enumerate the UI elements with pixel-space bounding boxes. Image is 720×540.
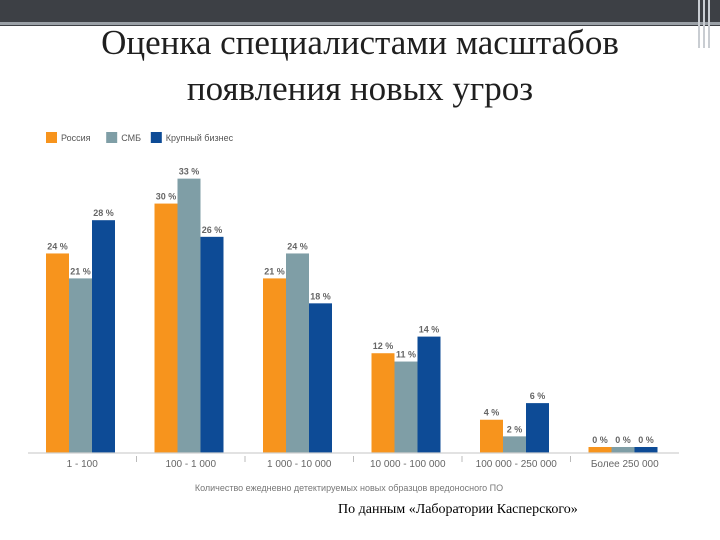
x-axis-title: Количество ежедневно детектируемых новых… <box>195 483 503 493</box>
x-tick-label: 100 000 - 250 000 <box>476 459 558 470</box>
chart-value-labels: 24 % 21 % 28 % 30 % 33 % 26 % 21 % 24 % 18 % 12 %… <box>47 167 654 445</box>
bar-СМБ-Более 250 000 <box>611 447 635 453</box>
slide-title-line-1: Оценка специалистами масштабов <box>101 23 619 62</box>
source-note: По данным «Лаборатории Касперского» <box>338 502 578 517</box>
bar-Крупный бизнес-1 000 - 10 000 <box>309 303 332 453</box>
bar-Россия-Более 250 000 <box>588 447 612 453</box>
legend-label: СМБ <box>121 133 141 143</box>
value-label: 26 % <box>202 225 223 235</box>
value-label: 30 % <box>156 192 177 202</box>
bar-СМБ-100 - 1 000 <box>177 178 201 453</box>
bar-СМБ-1 000 - 10 000 <box>286 253 309 453</box>
x-tick-label: 1 000 - 10 000 <box>267 459 332 470</box>
x-tick-label: 100 - 1 000 <box>165 459 216 470</box>
bar-Крупный бизнес-100 000 - 250 000 <box>526 403 549 453</box>
slide-top-accent <box>0 22 720 25</box>
value-label: 6 % <box>530 391 546 401</box>
slide-decor-lines <box>698 0 712 48</box>
x-axis-ticks: 1 - 100 100 - 1 000 1 000 - 10 000 10 000 -… <box>67 456 659 470</box>
value-label: 24 % <box>287 241 308 251</box>
value-label: 21 % <box>70 266 91 276</box>
value-label: 18 % <box>310 291 331 301</box>
legend-label: Россия <box>61 133 91 143</box>
bar-СМБ-10 000 - 100 000 <box>394 361 418 453</box>
value-label: 11 % <box>396 350 416 360</box>
bar-Крупный бизнес-10 000 - 100 000 <box>417 336 441 453</box>
bar-Крупный бизнес-Более 250 000 <box>634 447 658 453</box>
bar-Россия-100 000 - 250 000 <box>480 419 503 453</box>
x-tick-label: 1 - 100 <box>67 459 99 470</box>
chart-legend: Россия СМБ Крупный бизнес <box>46 132 234 143</box>
bar-Россия-1 000 - 10 000 <box>263 278 286 453</box>
legend-label: Крупный бизнес <box>166 133 234 143</box>
value-label: 24 % <box>47 241 68 251</box>
slide-title: Оценка специалистами масштабов появления… <box>20 20 700 112</box>
value-label: 14 % <box>419 325 440 335</box>
value-label: 0 % <box>615 435 631 445</box>
value-label: 4 % <box>484 408 500 418</box>
bar-Россия-10 000 - 100 000 <box>371 353 395 453</box>
bar-Россия-100 - 1 000 <box>154 203 178 453</box>
legend-swatch <box>46 132 57 143</box>
value-label: 21 % <box>264 266 285 276</box>
legend-swatch <box>106 132 118 143</box>
value-label: 33 % <box>179 167 200 177</box>
chart-bars <box>46 178 658 453</box>
value-label: 0 % <box>638 435 654 445</box>
x-tick-label: Более 250 000 <box>591 459 659 470</box>
legend-swatch <box>150 132 162 143</box>
slide-title-line-2: появления новых угроз <box>186 69 534 108</box>
slide-top-bar <box>0 0 720 26</box>
value-label: 0 % <box>592 435 608 445</box>
x-tick-label: 10 000 - 100 000 <box>370 459 446 470</box>
value-label: 28 % <box>93 208 114 218</box>
bar-СМБ-100 000 - 250 000 <box>503 436 526 453</box>
value-label: 12 % <box>373 341 394 351</box>
bar-Крупный бизнес-1 - 100 <box>92 220 115 453</box>
bar-Крупный бизнес-100 - 1 000 <box>200 236 224 453</box>
value-label: 2 % <box>507 424 523 434</box>
bar-СМБ-1 - 100 <box>69 278 92 453</box>
bar-Россия-1 - 100 <box>46 253 69 453</box>
